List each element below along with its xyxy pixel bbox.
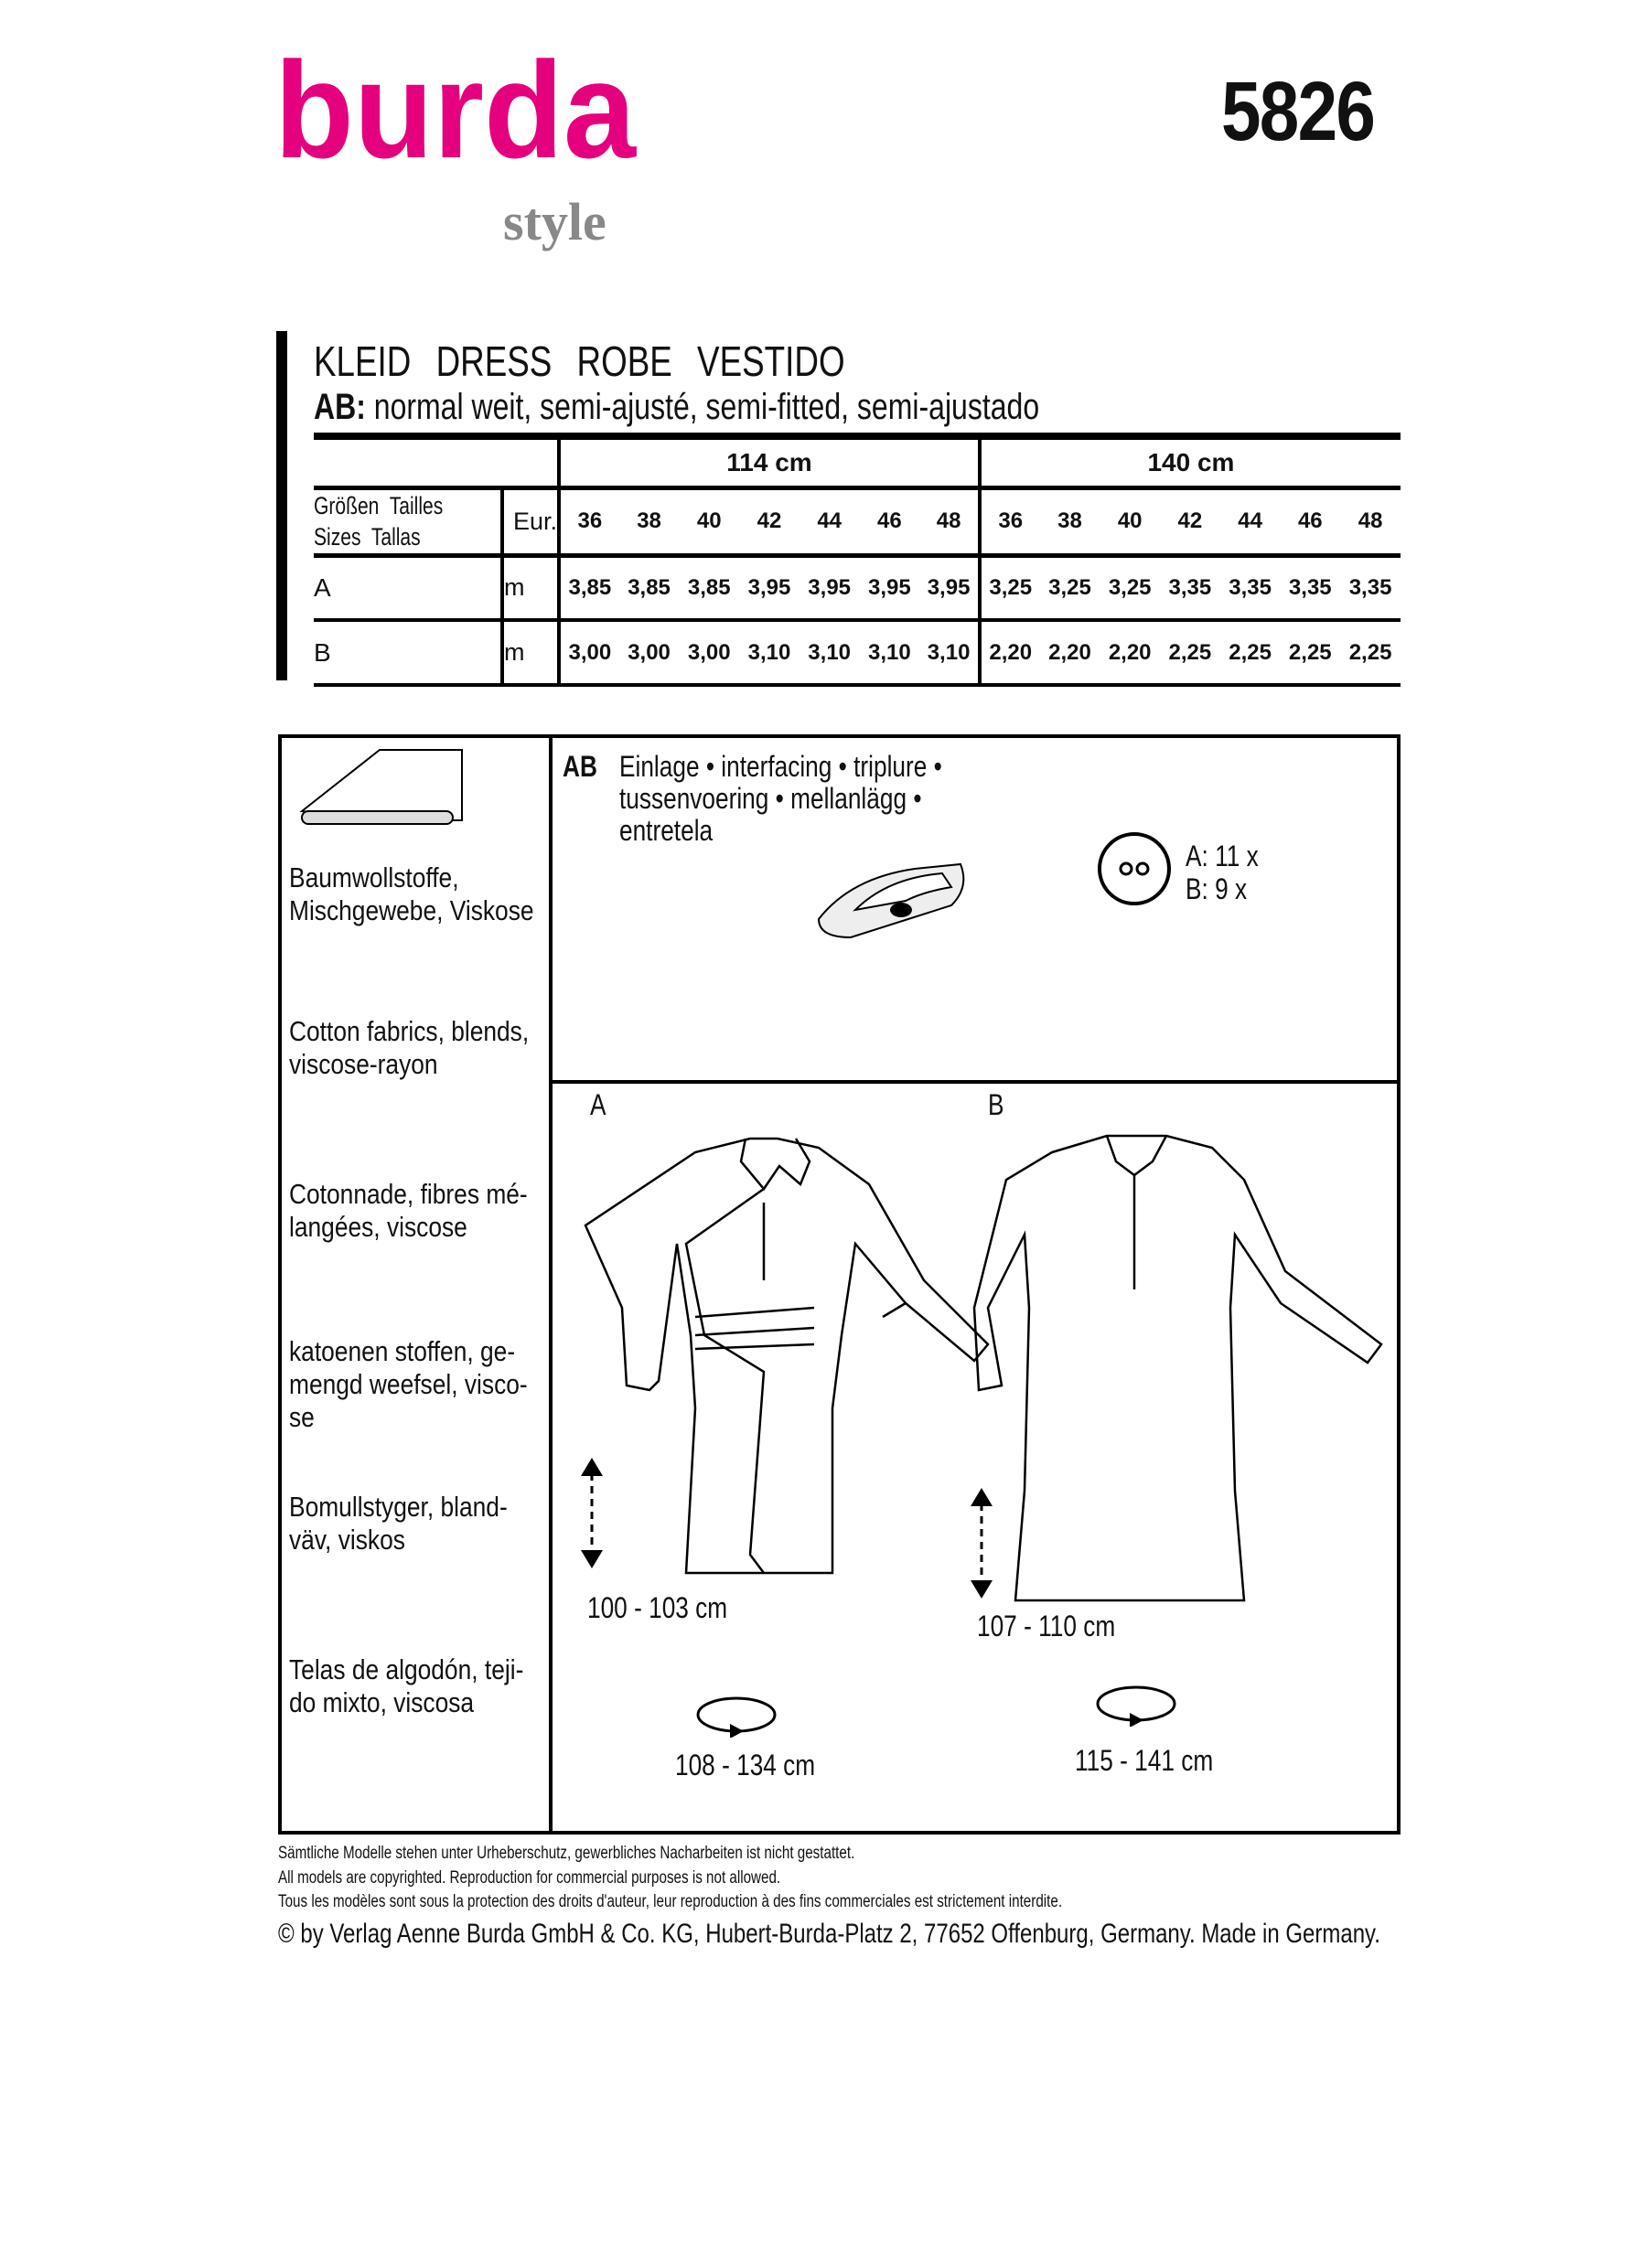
yardage-cell: 2,25 xyxy=(1280,620,1341,687)
yardage-cell: 2,25 xyxy=(1340,620,1401,687)
page-title: KLEID DRESS ROBE VESTIDO xyxy=(314,337,870,386)
fabric-en: Cotton fabrics, blends, viscose-rayon xyxy=(289,1015,530,1080)
button-icon xyxy=(1098,832,1171,905)
yardage-cell: 3,95 xyxy=(799,555,860,622)
title-fr: ROBE xyxy=(576,337,672,385)
svg-text:burda: burda xyxy=(274,57,637,187)
size-header: 42 xyxy=(1160,487,1220,558)
length-arrow-icon xyxy=(581,1458,603,1568)
eur-label: Eur. xyxy=(500,487,559,558)
view-b-length: 107 - 110 cm xyxy=(977,1610,1116,1642)
width-140: 140 cm xyxy=(977,433,1401,490)
accent-bar xyxy=(276,331,287,680)
yardage-cell: 3,35 xyxy=(1340,555,1401,622)
buttons-b: B: 9 x xyxy=(1186,872,1248,905)
fabric-de: Baumwollstoffe, Mischgewebe, Viskose xyxy=(289,861,534,926)
divider xyxy=(549,734,553,1835)
yardage-cell: 2,20 xyxy=(1100,620,1161,687)
svg-text:style: style xyxy=(503,192,606,251)
yardage-cell: 3,25 xyxy=(1039,555,1100,622)
yardage-cell: 3,85 xyxy=(557,555,619,622)
copyright-fr: Tous les modèles sont sous la protection… xyxy=(278,1892,1063,1911)
yardage-cell: 3,10 xyxy=(859,620,920,687)
view-label: B xyxy=(314,620,502,687)
fabric-bolt-icon xyxy=(299,749,463,825)
yardage-cell: 2,25 xyxy=(1160,620,1220,687)
length-arrow-icon xyxy=(971,1488,993,1599)
interfacing-text: Einlage • interfacing • triplure • xyxy=(619,750,942,783)
publisher-info: © by Verlag Aenne Burda GmbH & Co. KG, H… xyxy=(278,1919,1380,1949)
view-b-label: B xyxy=(988,1088,1004,1121)
yardage-cell: 2,20 xyxy=(1039,620,1100,687)
interfacing-text: tussenvoering • mellanlägg • xyxy=(619,782,922,815)
yardage-cell: 3,00 xyxy=(618,620,680,687)
copyright-de: Sämtliche Modelle stehen unter Urhebersc… xyxy=(278,1844,855,1863)
fit-text: normal weit, semi-ajusté, semi-fitted, s… xyxy=(365,387,1040,427)
burda-style-logo: burda style xyxy=(274,57,637,251)
yardage-cell: 3,95 xyxy=(739,555,800,622)
yardage-cell: 3,85 xyxy=(679,555,740,622)
view-b-width: 115 - 141 cm xyxy=(1075,1744,1214,1777)
size-header: 36 xyxy=(977,487,1040,558)
yardage-cell: 3,25 xyxy=(977,555,1040,622)
interfacing-text: entretela xyxy=(619,814,714,847)
unit-label: m xyxy=(500,555,559,622)
size-header: 36 xyxy=(557,487,619,558)
size-header: 44 xyxy=(1219,487,1281,558)
yardage-cell: 3,00 xyxy=(557,620,619,687)
size-header: 42 xyxy=(739,487,800,558)
view-a-width: 108 - 134 cm xyxy=(675,1749,816,1781)
sizes-label-2: Sizes Tallas xyxy=(314,523,421,551)
title-de: KLEID xyxy=(314,337,412,385)
yardage-cell: 3,95 xyxy=(859,555,920,622)
size-header: 40 xyxy=(679,487,740,558)
yardage-cell: 3,85 xyxy=(618,555,680,622)
yardage-cell: 2,25 xyxy=(1219,620,1281,687)
copyright-en: All models are copyrighted. Reproduction… xyxy=(278,1868,781,1888)
yardage-cell: 3,25 xyxy=(1100,555,1161,622)
iron-icon xyxy=(817,862,965,939)
yardage-cell: 3,35 xyxy=(1160,555,1220,622)
yardage-cell: 3,10 xyxy=(739,620,800,687)
yardage-cell: 3,35 xyxy=(1219,555,1281,622)
view-a-label: A xyxy=(590,1088,606,1121)
size-header: 48 xyxy=(1340,487,1401,558)
title-en: DRESS xyxy=(435,337,553,385)
size-header: 38 xyxy=(1039,487,1100,558)
yardage-cell: 2,20 xyxy=(977,620,1040,687)
fit-description: AB: normal weit, semi-ajusté, semi-fitte… xyxy=(314,387,1039,428)
yardage-cell: 3,35 xyxy=(1280,555,1341,622)
fabric-es: Telas de algodón, teji-do mixto, viscosa xyxy=(289,1653,524,1718)
view-a-length: 100 - 103 cm xyxy=(587,1591,728,1624)
view-label: A xyxy=(314,555,502,622)
width-114: 114 cm xyxy=(557,433,980,490)
yardage-cell: 3,95 xyxy=(919,555,980,622)
title-es: VESTIDO xyxy=(697,337,845,385)
fabric-notions-box xyxy=(278,734,1401,1835)
yardage-cell: 3,10 xyxy=(919,620,980,687)
fabric-nl: katoenen stoffen, ge-mengd weefsel, visc… xyxy=(289,1335,528,1433)
fit-label: AB: xyxy=(314,387,366,427)
size-header: 40 xyxy=(1100,487,1161,558)
size-header: 46 xyxy=(859,487,920,558)
size-header: 38 xyxy=(618,487,680,558)
divider xyxy=(551,1080,1401,1084)
unit-label: m xyxy=(500,620,559,687)
yardage-cell: 3,10 xyxy=(799,620,860,687)
width-circle-icon xyxy=(1096,1685,1176,1727)
width-circle-icon xyxy=(696,1696,777,1738)
size-header: 46 xyxy=(1280,487,1341,558)
fabric-fr: Cotonnade, fibres mé-langées, viscose xyxy=(289,1178,528,1243)
view-a-dress-drawing xyxy=(584,1137,990,1575)
notions-views: AB xyxy=(563,750,597,783)
size-header: 48 xyxy=(919,487,980,558)
view-b-dress-drawing xyxy=(972,1134,1383,1602)
pattern-number: 5826 xyxy=(1221,65,1376,158)
fabric-sv: Bomullstyger, bland-väv, viskos xyxy=(289,1491,508,1556)
size-header: 44 xyxy=(799,487,860,558)
yardage-cell: 3,00 xyxy=(679,620,740,687)
buttons-a: A: 11 x xyxy=(1186,840,1259,872)
yardage-table: 114 cm 140 cm Größen Tailles Sizes Tallas E… xyxy=(314,433,1401,687)
sizes-label: Größen Tailles xyxy=(314,492,444,519)
